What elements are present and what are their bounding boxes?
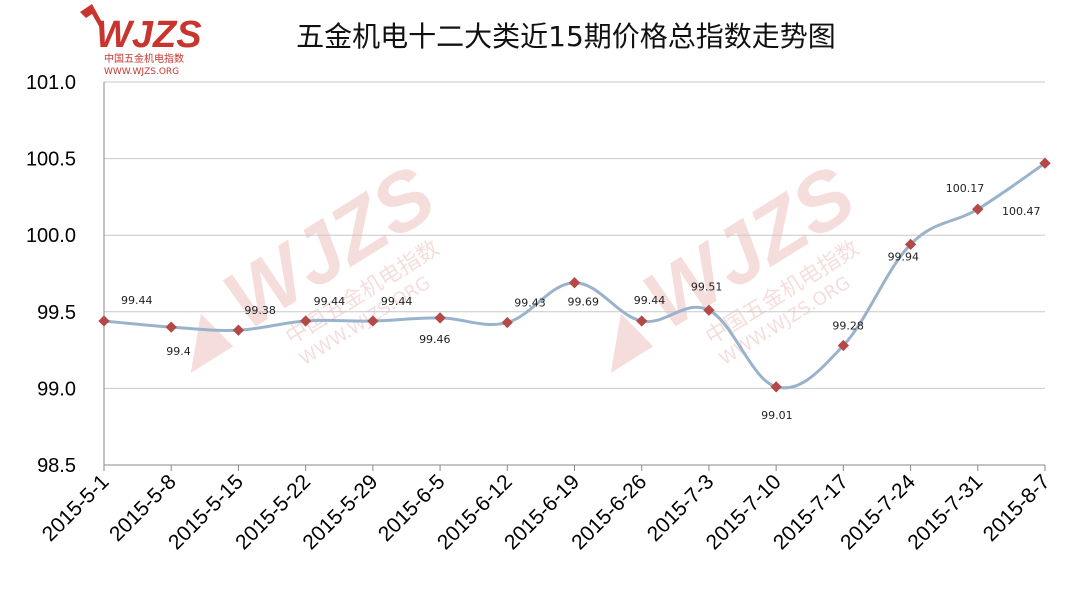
data-label: 99.46 <box>419 333 451 346</box>
y-tick-label: 100.0 <box>26 225 76 247</box>
axes <box>103 82 1046 471</box>
x-tick-label: 2015-8-7 <box>979 470 1055 546</box>
grid <box>104 81 1045 389</box>
data-marker <box>501 316 513 329</box>
x-tick-label: 2015-5-1 <box>38 470 114 546</box>
data-label: 99.69 <box>568 296 600 309</box>
data-label: 99.94 <box>888 250 920 263</box>
watermark-arrow-icon <box>610 313 654 373</box>
y-tick-label: 99.5 <box>37 302 76 324</box>
y-tick-label: 101.0 <box>26 72 76 94</box>
x-tick-labels: 2015-5-12015-5-82015-5-152015-5-222015-5… <box>38 470 1055 554</box>
data-marker <box>1039 157 1051 169</box>
y-tick-label: 98.5 <box>37 455 76 477</box>
logo-arrow-icon <box>80 4 104 28</box>
watermark-arrow-icon <box>190 313 234 373</box>
data-marker <box>367 315 379 327</box>
data-label: 99.01 <box>761 409 793 422</box>
data-marker <box>165 321 177 333</box>
data-marker <box>770 381 782 393</box>
data-marker <box>636 315 648 327</box>
logo-mark: WJZS <box>96 14 202 56</box>
data-label: 100.17 <box>946 182 985 195</box>
logo: WJZS 中国五金机电指数 WWW.WJZS.ORG <box>80 4 202 77</box>
chart-title: 五金机电十二大类近15期价格总指数走势图 <box>296 20 836 53</box>
watermark-right: WJZS 中国五金机电指数 WWW.WJZS.ORG <box>610 149 870 373</box>
data-marker <box>972 203 984 215</box>
data-marker <box>568 277 581 289</box>
y-tick-label: 100.5 <box>26 149 76 171</box>
data-label: 99.38 <box>244 304 276 317</box>
data-marker <box>837 339 850 352</box>
data-labels: 99.44 99.4 99.38 99.44 99.44 99.46 99.43 99.69 9… <box>121 182 1041 422</box>
data-label: 99.44 <box>634 294 666 307</box>
data-label: 99.44 <box>121 294 153 307</box>
logo-url: WWW.WJZS.ORG <box>104 67 179 77</box>
watermark-left: WJZS 中国五金机电指数 WWW.WJZS.ORG <box>190 149 450 373</box>
data-marker <box>703 304 715 316</box>
y-tick-label: 99.0 <box>37 378 76 400</box>
data-label: 99.43 <box>514 297 546 310</box>
data-marker <box>98 315 110 327</box>
data-marker <box>904 238 917 251</box>
logo-name: 中国五金机电指数 <box>104 52 184 65</box>
data-label: 99.28 <box>832 320 864 333</box>
data-marker <box>299 315 312 327</box>
data-label: 99.44 <box>381 295 413 308</box>
data-label: 99.4 <box>166 345 191 358</box>
data-label: 99.44 <box>314 295 346 308</box>
data-marker <box>232 324 245 336</box>
data-marker <box>434 312 446 324</box>
data-markers <box>98 157 1051 393</box>
data-label: 100.47 <box>1002 205 1041 218</box>
series-line <box>103 161 1046 390</box>
data-label: 99.51 <box>691 280 723 293</box>
y-tick-labels: 98.5 99.0 99.5 100.0 100.5 101.0 <box>26 72 76 477</box>
